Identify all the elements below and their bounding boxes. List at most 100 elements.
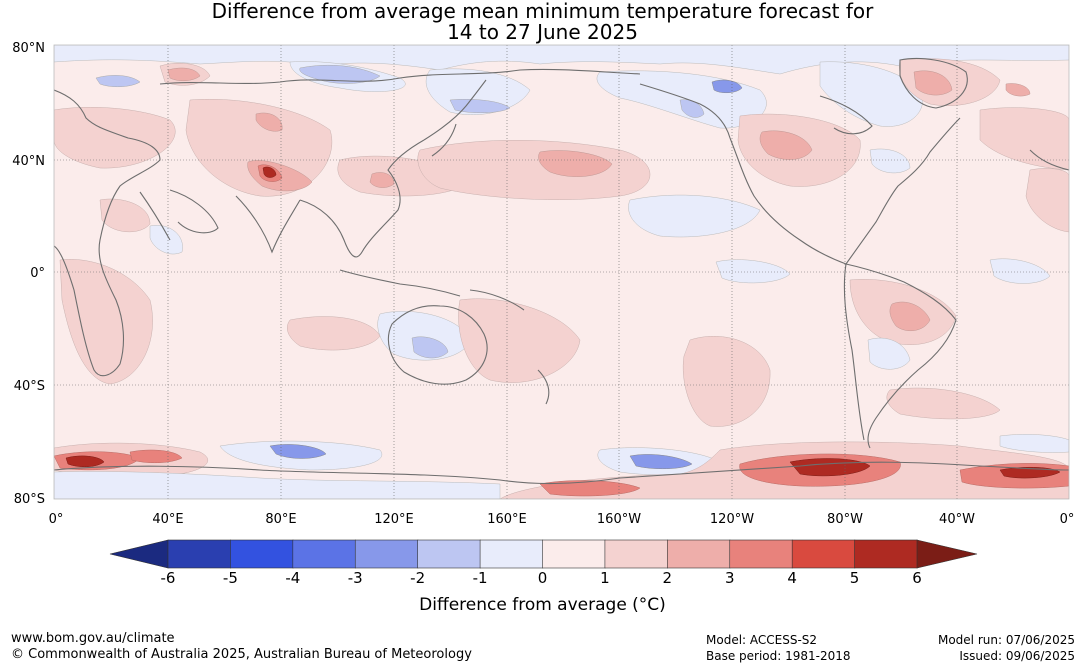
anomaly-area <box>711 79 743 93</box>
gridlines <box>54 45 1069 499</box>
colorbar-band <box>854 539 918 569</box>
footer-copyright: © Commonwealth of Australia 2025, Austra… <box>11 647 472 662</box>
colorbar-tick-label: -1 <box>473 569 488 587</box>
colorbar-tick-labels: -6 -5 -4 -3 -2 -1 0 1 2 3 4 5 6 <box>161 569 922 587</box>
anomaly-area <box>869 148 911 174</box>
coastline-antarctica <box>54 461 1069 485</box>
lon-label-120w: 120°W <box>710 512 754 527</box>
lat-label-equator: 0° <box>30 266 45 281</box>
latitude-labels: 80°N 40°N 0° 40°S 80°S <box>12 41 45 507</box>
anomaly-area <box>149 225 183 255</box>
coastline-new-guinea <box>469 289 525 311</box>
colorbar-tick-label: 6 <box>912 569 922 587</box>
coastline-south-america-west <box>843 263 865 441</box>
coastline-red-sea <box>139 191 171 241</box>
coastline-se-asia <box>299 139 425 258</box>
anomaly-area <box>262 166 277 178</box>
colorbar-high-extend <box>916 539 978 569</box>
anomaly-area <box>999 467 1061 479</box>
lat-label-80n: 80°N <box>12 41 45 56</box>
anomaly-area <box>54 471 501 499</box>
colorbar-tick-label: 1 <box>600 569 610 587</box>
colorbar-tick-label: 0 <box>538 569 548 587</box>
coastline-arabia <box>169 189 219 234</box>
colorbar-band <box>354 539 419 569</box>
colorbar-band <box>791 539 856 569</box>
colorbar-band <box>604 539 668 569</box>
colorbar-band <box>292 539 356 569</box>
anomaly-area <box>979 107 1069 171</box>
map-title-line-2: 14 to 27 June 2025 <box>447 20 638 44</box>
coastline-india <box>235 195 301 254</box>
colorbar-tick-label: -3 <box>348 569 363 587</box>
anomaly-area <box>989 258 1051 284</box>
coastline-alaska <box>639 83 731 139</box>
colorbar-band <box>479 539 544 569</box>
anomaly-area <box>65 455 105 467</box>
colorbar-band <box>417 539 481 569</box>
coastline-east-asia <box>423 79 487 141</box>
longitude-labels: 0° 40°E 80°E 120°E 160°E 160°W 120°W 80°… <box>49 512 1075 527</box>
anomaly-area <box>715 259 791 284</box>
anomaly-area <box>167 67 201 81</box>
coastline-south-america <box>845 263 957 449</box>
coastline-indonesia <box>339 269 461 297</box>
lon-label-160e: 160°E <box>487 512 527 527</box>
anomaly-area <box>759 130 813 160</box>
lat-label-40s: 40°S <box>14 379 45 394</box>
anomaly-area <box>255 112 283 132</box>
coastline-iberia <box>1029 149 1069 171</box>
footer-model: Model: ACCESS-S2 <box>706 633 818 647</box>
anomaly-area <box>54 45 1069 75</box>
coastline-japan <box>431 123 457 157</box>
anomaly-area <box>99 198 151 232</box>
anomaly-area <box>417 139 651 200</box>
colorbar-bands <box>167 539 918 569</box>
footer-issued: Issued: 09/06/2025 <box>959 649 1075 663</box>
anomaly-area <box>287 316 381 351</box>
colorbar-band <box>230 539 294 569</box>
anomaly-area <box>629 454 693 469</box>
anomaly-area <box>1025 168 1069 233</box>
coastline-north-america-east <box>845 117 961 265</box>
lon-label-80e: 80°E <box>265 512 296 527</box>
lon-label-80w: 80°W <box>827 512 863 527</box>
anomaly-area <box>899 58 1001 106</box>
coastline-australia <box>387 305 488 385</box>
anomaly-area <box>299 64 381 84</box>
anomaly-area <box>819 61 923 127</box>
lon-label-120e: 120°E <box>374 512 414 527</box>
colorbar-label: Difference from average (°C) <box>419 595 666 615</box>
coastline-new-zealand <box>537 369 550 405</box>
anomaly-area <box>377 311 471 361</box>
anomaly-area <box>913 70 953 96</box>
lon-label-0-right: 0° <box>1060 512 1075 527</box>
colorbar-band <box>729 539 793 569</box>
anomaly-area <box>54 107 176 169</box>
coastline-greenland <box>899 57 968 109</box>
anomaly-area <box>458 298 581 383</box>
colorbar: -6 -5 -4 -3 -2 -1 0 1 2 3 4 5 6 <box>109 539 978 587</box>
lon-label-40w: 40°W <box>939 512 975 527</box>
anomaly-area <box>999 434 1069 453</box>
anomaly-area <box>539 480 641 497</box>
colorbar-band <box>542 539 606 569</box>
colorbar-band <box>167 539 232 569</box>
lon-label-40e: 40°E <box>152 512 183 527</box>
anomaly-area <box>1005 83 1031 97</box>
colorbar-tick-label: -2 <box>410 569 425 587</box>
anomaly-area <box>628 194 761 238</box>
colorbar-tick-label: 2 <box>663 569 673 587</box>
map-panel <box>54 45 1069 499</box>
anomaly-area <box>886 387 1001 420</box>
colorbar-tick-label: 4 <box>787 569 797 587</box>
footer-website[interactable]: www.bom.gov.au/climate <box>11 631 175 646</box>
anomaly-area <box>369 172 395 188</box>
coastline-europe-africa <box>54 89 161 377</box>
anomaly-area <box>889 301 931 332</box>
footer-model-run: Model run: 07/06/2025 <box>937 633 1075 647</box>
map-title-line-1: Difference from average mean minimum tem… <box>211 0 874 23</box>
anomaly-area <box>269 444 327 459</box>
colorbar-low-extend <box>109 539 169 569</box>
